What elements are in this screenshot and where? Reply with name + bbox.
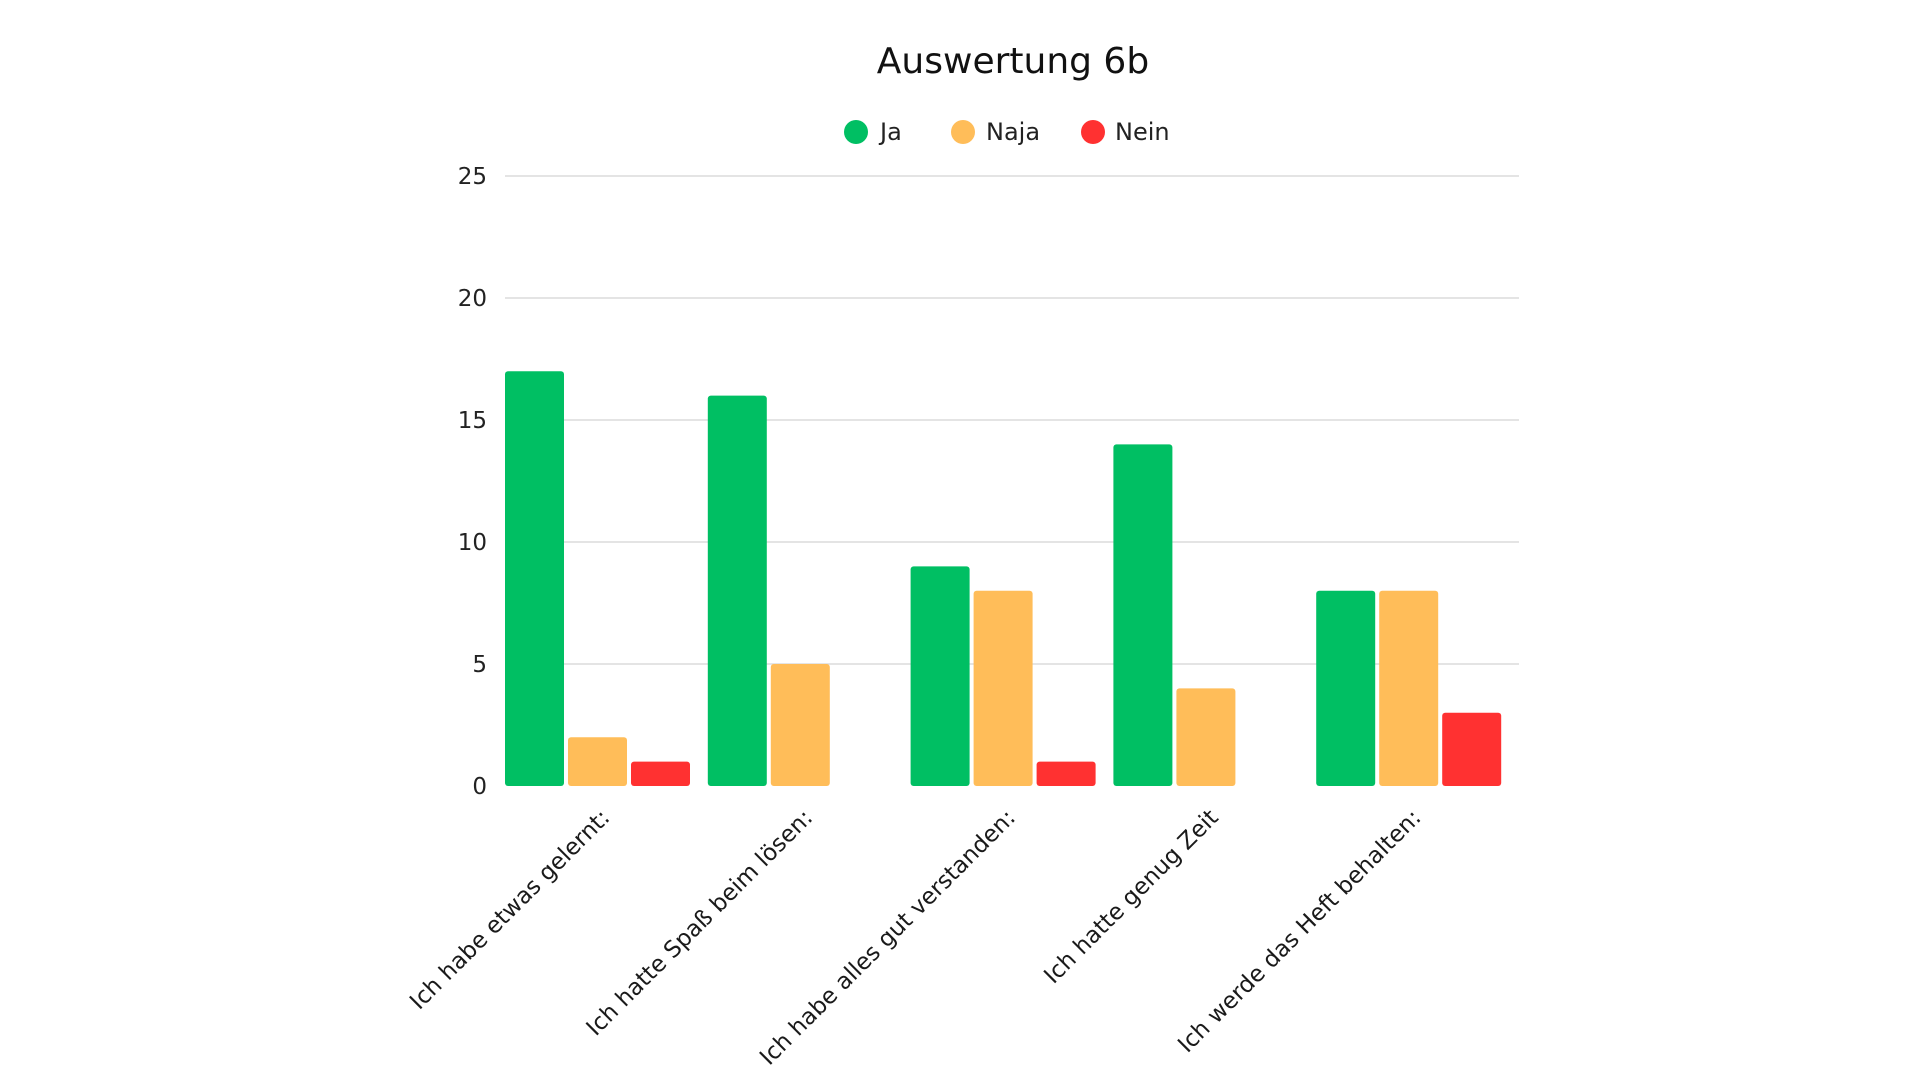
y-axis: 0 5 10 15 20 25 (458, 164, 487, 800)
bar-ja-4 (1113, 444, 1173, 786)
y-tick-label: 10 (458, 530, 487, 556)
chart-title: Auswertung 6b (877, 41, 1149, 82)
bar-naja-4 (1176, 688, 1236, 786)
bar-naja-2 (770, 664, 830, 786)
x-category-label: Ich habe etwas gelernt: (405, 805, 615, 1015)
bar-nein-5 (1442, 712, 1502, 786)
bar-naja-5 (1379, 590, 1439, 786)
bar-naja-1 (568, 737, 627, 786)
legend-marker-ja (844, 120, 868, 144)
legend: Ja Naja Nein (844, 118, 1170, 146)
legend-label-nein: Nein (1115, 118, 1170, 146)
y-tick-label: 0 (472, 774, 487, 800)
bar-ja-2 (707, 395, 767, 786)
y-tick-label: 15 (458, 408, 487, 434)
x-category-label: Ich werde das Heft behalten: (1173, 805, 1426, 1058)
legend-marker-nein (1081, 120, 1105, 144)
bar-ja-5 (1316, 590, 1376, 786)
bars (505, 371, 1502, 786)
bar-nein-3 (1036, 761, 1096, 786)
bar-ja-1 (505, 371, 564, 786)
legend-marker-naja (951, 120, 975, 144)
y-tick-label: 5 (472, 652, 487, 678)
bar-ja-3 (910, 566, 970, 786)
y-tick-label: 20 (458, 286, 487, 312)
y-tick-label: 25 (458, 164, 487, 190)
legend-label-naja: Naja (986, 118, 1040, 146)
bar-nein-1 (631, 761, 690, 786)
x-axis: Ich habe etwas gelernt:Ich hatte Spaß be… (405, 805, 1426, 1071)
bar-naja-3 (973, 590, 1033, 786)
x-category-label: Ich hatte Spaß beim lösen: (582, 805, 818, 1041)
x-category-label: Ich hatte genug Zeit (1039, 805, 1223, 989)
legend-label-ja: Ja (878, 118, 902, 146)
